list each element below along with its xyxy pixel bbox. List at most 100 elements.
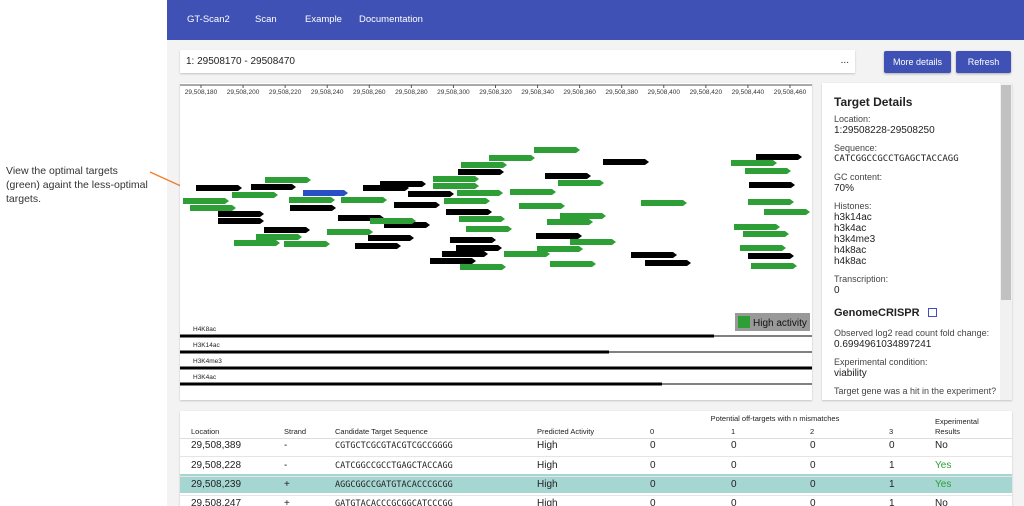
target-arrow xyxy=(327,229,373,235)
field-label: Target gene was a hit in the experiment? xyxy=(834,386,997,396)
track-label: H4K8ac xyxy=(193,326,217,333)
nav-item[interactable]: Example xyxy=(305,14,342,25)
target-arrow xyxy=(460,264,506,270)
target-arrow xyxy=(251,184,296,190)
ruler-label: 29,508,400 xyxy=(647,89,680,96)
table-cell[interactable]: CATCGGCCGCCTGAGCTACCAGG xyxy=(335,461,453,471)
table-cell[interactable]: 1 xyxy=(889,460,895,471)
table-cell[interactable]: - xyxy=(284,440,288,451)
target-arrow xyxy=(370,218,416,224)
button[interactable]: More details xyxy=(884,51,951,73)
target-arrow xyxy=(743,231,789,237)
row-rule xyxy=(180,476,1012,477)
target-arrow xyxy=(190,205,236,211)
ruler-label: 29,508,440 xyxy=(732,89,765,96)
nav-item[interactable]: Documentation xyxy=(359,14,423,25)
table-cell[interactable]: - xyxy=(284,460,288,471)
table-cell[interactable]: 29,508,389 xyxy=(191,440,242,451)
table-cell[interactable]: 29,508,228 xyxy=(191,460,242,471)
table-cell[interactable]: 0 xyxy=(650,460,656,471)
table-cell[interactable]: AGGCGGCCGATGTACACCCGCGG xyxy=(335,480,453,490)
target-arrow xyxy=(547,219,593,225)
annotation-text: View the optimal targets xyxy=(6,165,118,177)
target-arrow xyxy=(510,189,556,195)
table-cell[interactable]: High xyxy=(537,440,558,451)
table-cell[interactable]: No xyxy=(935,498,948,506)
target-arrow xyxy=(341,197,387,203)
table-cell[interactable]: 0 xyxy=(810,498,816,506)
target-arrow xyxy=(264,227,310,233)
target-arrow xyxy=(645,260,691,266)
table-cell[interactable]: 0 xyxy=(889,440,895,451)
table-cell[interactable]: 0 xyxy=(731,498,737,506)
target-arrow xyxy=(466,226,512,232)
target-arrow xyxy=(748,253,794,259)
external-link-icon[interactable] xyxy=(928,308,937,317)
target-arrow xyxy=(442,251,488,257)
table-cell[interactable]: 1 xyxy=(889,498,895,506)
table-cell[interactable]: + xyxy=(284,498,290,506)
table-cell[interactable]: No xyxy=(935,440,948,451)
field-value: 70% xyxy=(834,183,855,194)
navbar xyxy=(167,0,1024,40)
target-arrow xyxy=(284,241,330,247)
ruler-label: 29,508,260 xyxy=(353,89,386,96)
target-arrow xyxy=(641,200,687,206)
table-cell[interactable]: High xyxy=(537,498,558,506)
ruler-label: 29,508,420 xyxy=(690,89,723,96)
table-cell[interactable]: 29,508,247 xyxy=(191,498,242,506)
genome-browser: 29,508,180 29,508,200 29,508,220 29,508,240… xyxy=(180,83,812,400)
field-value: h3k14ac xyxy=(834,212,872,223)
table-cell[interactable]: 1 xyxy=(889,479,895,490)
table-cell[interactable]: Yes xyxy=(935,460,952,471)
table-cell[interactable]: 0 xyxy=(650,479,656,490)
search-box[interactable]: 1: 29508170 - 29508470... xyxy=(180,50,855,73)
table-cell[interactable]: 0 xyxy=(810,440,816,451)
table-cell[interactable]: 0 xyxy=(810,460,816,471)
target-arrow xyxy=(631,252,677,258)
target-arrow xyxy=(537,246,583,252)
field-label: GC content: xyxy=(834,172,883,182)
table-cell[interactable]: 0 xyxy=(731,479,737,490)
search-menu[interactable]: ... xyxy=(840,55,849,66)
target-arrow xyxy=(196,185,242,191)
row-highlight xyxy=(180,474,1012,493)
table-cell[interactable]: CGTGCTCGCGTACGTCGCCGGGG xyxy=(335,441,453,451)
track-label: H3K4me3 xyxy=(193,358,222,365)
table-cell[interactable]: 0 xyxy=(810,479,816,490)
target-arrow xyxy=(534,147,580,153)
legend-box xyxy=(735,313,810,331)
nav-item[interactable]: GT-Scan2 xyxy=(187,14,230,25)
column-header: 1 xyxy=(731,427,736,436)
table-cell[interactable]: 0 xyxy=(650,498,656,506)
target-arrow xyxy=(731,160,777,166)
row-rule xyxy=(180,456,1012,457)
target-arrow xyxy=(450,237,496,243)
column-header: 3 xyxy=(889,427,894,436)
target-arrow xyxy=(519,203,565,209)
field-value: h4k8ac xyxy=(834,245,867,256)
nav-item[interactable]: Scan xyxy=(255,14,277,25)
table-cell[interactable]: 0 xyxy=(731,460,737,471)
column-header: Location xyxy=(191,427,220,436)
target-arrow xyxy=(234,240,280,246)
table-cell[interactable]: 0 xyxy=(731,440,737,451)
table-cell[interactable]: High xyxy=(537,460,558,471)
column-header: 2 xyxy=(810,427,815,436)
table-cell[interactable]: 0 xyxy=(650,440,656,451)
target-arrow xyxy=(734,224,780,230)
ruler-label: 29,508,360 xyxy=(563,89,596,96)
target-arrow xyxy=(560,213,606,219)
button[interactable]: Refresh xyxy=(956,51,1011,73)
table-cell[interactable]: High xyxy=(537,479,558,490)
results-table: Potential off-targets with n mismatches L… xyxy=(180,411,1012,506)
table-cell[interactable]: Yes xyxy=(935,479,952,490)
target-arrow xyxy=(748,199,794,205)
target-arrow xyxy=(394,202,440,208)
column-header: Candidate Target Sequence xyxy=(335,427,428,436)
table-cell[interactable]: + xyxy=(284,479,290,490)
field-value: 0 xyxy=(834,285,840,296)
ruler-label: 29,508,300 xyxy=(437,89,470,96)
table-cell[interactable]: GATGTACACCCGCGGCATCCCGG xyxy=(335,499,453,506)
table-cell[interactable]: 29,508,239 xyxy=(191,479,242,490)
